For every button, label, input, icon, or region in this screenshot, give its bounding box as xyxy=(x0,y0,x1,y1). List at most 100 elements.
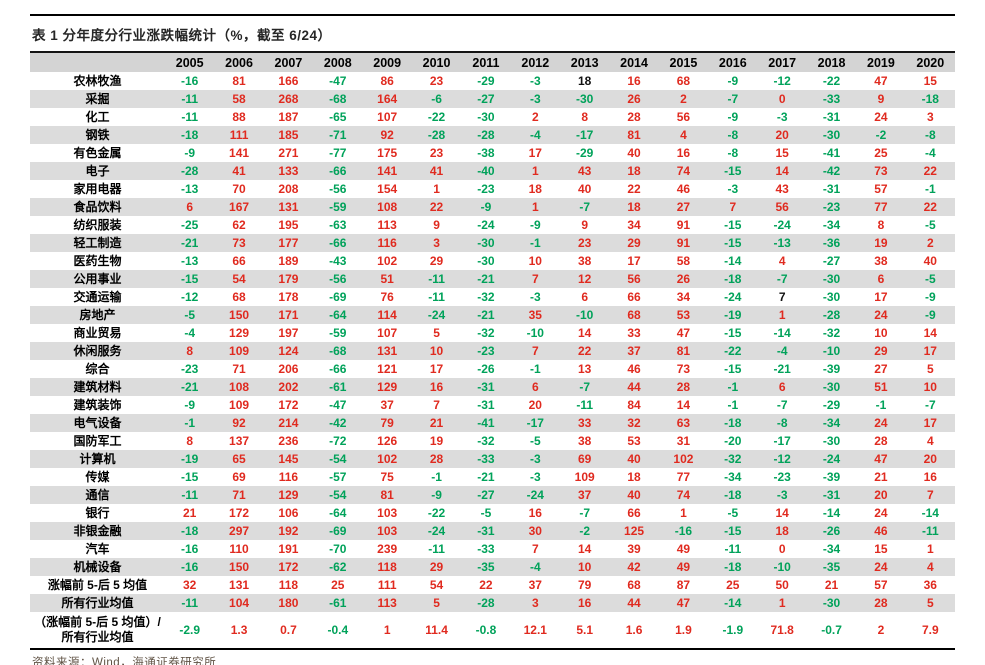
value-cell: -15 xyxy=(724,163,742,178)
table-row: 涨幅前 5-后 5 均值 32 131 118 25 111 54 22 37 79 68 87 25 5… xyxy=(30,576,955,594)
value-cell: 29 xyxy=(627,235,641,250)
value-cell: -1 xyxy=(184,415,196,430)
value-cell: 0 xyxy=(778,91,786,106)
value-cell: 8 xyxy=(186,343,194,358)
table-row: 商业贸易 -4 129 197 -59 107 5 -32 -10 14 33 47 -15 -14 -32… xyxy=(30,324,955,342)
value-cell: 21 xyxy=(183,505,197,520)
value-cell: 214 xyxy=(278,415,299,430)
value-cell: -22 xyxy=(427,505,446,520)
table-row: 建筑材料 -21 108 202 -61 129 16 -31 6 -7 44 28 -1 6 -30 51 1… xyxy=(30,378,955,396)
value-cell: -7 xyxy=(776,397,788,412)
value-cell: -18 xyxy=(921,91,939,106)
label-column-header xyxy=(30,52,165,72)
value-cell: 4 xyxy=(680,127,687,142)
value-cell: -14 xyxy=(921,505,939,520)
value-cell: 38 xyxy=(578,433,592,448)
value-cell: 10 xyxy=(874,325,888,340)
value-cell: 71 xyxy=(232,361,246,376)
value-cell: 195 xyxy=(278,217,299,232)
value-cell: 6 xyxy=(778,379,786,394)
value-cell: 111 xyxy=(229,127,249,142)
value-cell: -7 xyxy=(776,271,788,286)
value-cell: 154 xyxy=(377,181,398,196)
value-cell: 23 xyxy=(429,145,444,160)
value-cell: -9 xyxy=(480,199,492,214)
value-cell: 24 xyxy=(874,505,888,520)
value-cell: -47 xyxy=(329,73,347,88)
value-cell: -34 xyxy=(822,541,841,556)
value-cell: -0.8 xyxy=(475,622,497,637)
value-cell: 131 xyxy=(229,577,250,592)
table-row: 家用电器 -13 70 208 -56 154 1 -23 18 40 22 46 -3 43 -31 57 -… xyxy=(30,180,955,198)
value-cell: -30 xyxy=(822,271,841,286)
value-cell: 47 xyxy=(874,73,888,88)
value-cell: 58 xyxy=(676,253,691,268)
row-label: 轻工制造 xyxy=(73,235,122,250)
value-cell: -19 xyxy=(724,307,742,322)
year-header: 2016 xyxy=(718,55,747,70)
table-row: 钢铁 -18 111 185 -71 92 -28 -28 -4 -17 81 4 -8 20 -30 -2 -… xyxy=(30,126,955,144)
value-cell: -72 xyxy=(329,433,347,448)
value-cell: 35 xyxy=(528,307,542,322)
value-cell: 44 xyxy=(627,595,641,610)
row-label: 通信 xyxy=(85,487,110,502)
table-row: 计算机 -19 65 145 -54 102 28 -33 -3 69 40 102 -32 -12 -24… xyxy=(30,450,955,468)
value-cell: -11 xyxy=(181,109,199,124)
value-cell: 47 xyxy=(676,595,691,610)
value-cell: 103 xyxy=(377,505,398,520)
value-cell: 9 xyxy=(877,91,885,106)
value-cell: -15 xyxy=(181,469,199,484)
value-cell: 167 xyxy=(229,199,250,214)
value-cell: 23 xyxy=(578,235,592,250)
value-cell: 22 xyxy=(479,577,493,592)
row-label: 电气设备 xyxy=(73,415,122,430)
value-cell: -31 xyxy=(477,523,495,538)
table-row: 房地产 -5 150 171 -64 114 -24 -21 35 -10 68 53 -19 1 -28 2… xyxy=(30,306,955,324)
value-cell: 20 xyxy=(923,451,937,466)
table-row: 所有行业均值 -11 104 180 -61 113 5 -28 3 16 44 47 -14 1 -30 2… xyxy=(30,594,955,612)
value-cell: 1 xyxy=(926,541,934,556)
value-cell: 18 xyxy=(578,73,592,88)
value-cell: 126 xyxy=(377,433,398,448)
value-cell: -15 xyxy=(724,235,742,250)
table-row: 农林牧渔 -16 81 166 -47 86 23 -29 -3 18 16 68 -9 -12 -22 47… xyxy=(30,72,955,90)
value-cell: 141 xyxy=(377,163,398,178)
value-cell: 81 xyxy=(380,487,394,502)
row-label: 商业贸易 xyxy=(73,325,122,340)
value-cell: -5 xyxy=(480,505,492,520)
value-cell: -5 xyxy=(924,271,936,286)
value-cell: -2 xyxy=(875,127,887,142)
value-cell: 2 xyxy=(877,622,885,637)
value-cell: 145 xyxy=(278,451,299,466)
value-cell: -31 xyxy=(822,181,841,196)
row-label: 银行 xyxy=(85,505,110,520)
value-cell: -61 xyxy=(329,379,347,394)
value-cell: -7 xyxy=(579,505,591,520)
value-cell: 239 xyxy=(377,541,398,556)
value-cell: 177 xyxy=(278,235,299,250)
value-cell: -8 xyxy=(727,127,739,142)
table-row: 有色金属 -9 141 271 -77 175 23 -38 17 -29 40 16 -8 15 -41 2… xyxy=(30,144,955,162)
value-cell: 4 xyxy=(778,253,786,268)
value-cell: 3 xyxy=(433,235,440,250)
value-cell: -17 xyxy=(526,415,544,430)
value-cell: 14 xyxy=(578,541,592,556)
value-cell: -16 xyxy=(181,73,199,88)
value-cell: 21 xyxy=(429,415,444,430)
value-cell: 108 xyxy=(229,379,250,394)
value-cell: 37 xyxy=(380,397,394,412)
value-cell: 107 xyxy=(377,109,398,124)
value-cell: 15 xyxy=(775,145,789,160)
year-header: 2015 xyxy=(669,55,698,70)
value-cell: -28 xyxy=(822,307,841,322)
value-cell: 171 xyxy=(278,307,299,322)
value-cell: -13 xyxy=(181,181,199,196)
value-cell: -23 xyxy=(773,469,791,484)
value-cell: -41 xyxy=(822,145,841,160)
value-cell: -23 xyxy=(822,199,841,214)
value-cell: -17 xyxy=(576,127,594,142)
value-cell: -9 xyxy=(431,487,442,502)
value-cell: 20 xyxy=(775,127,789,142)
row-label: 建筑材料 xyxy=(73,379,122,394)
table-row: 汽车 -16 110 191 -70 239 -11 -33 7 14 39 49 -11 0 -34 15 1 xyxy=(30,540,955,558)
